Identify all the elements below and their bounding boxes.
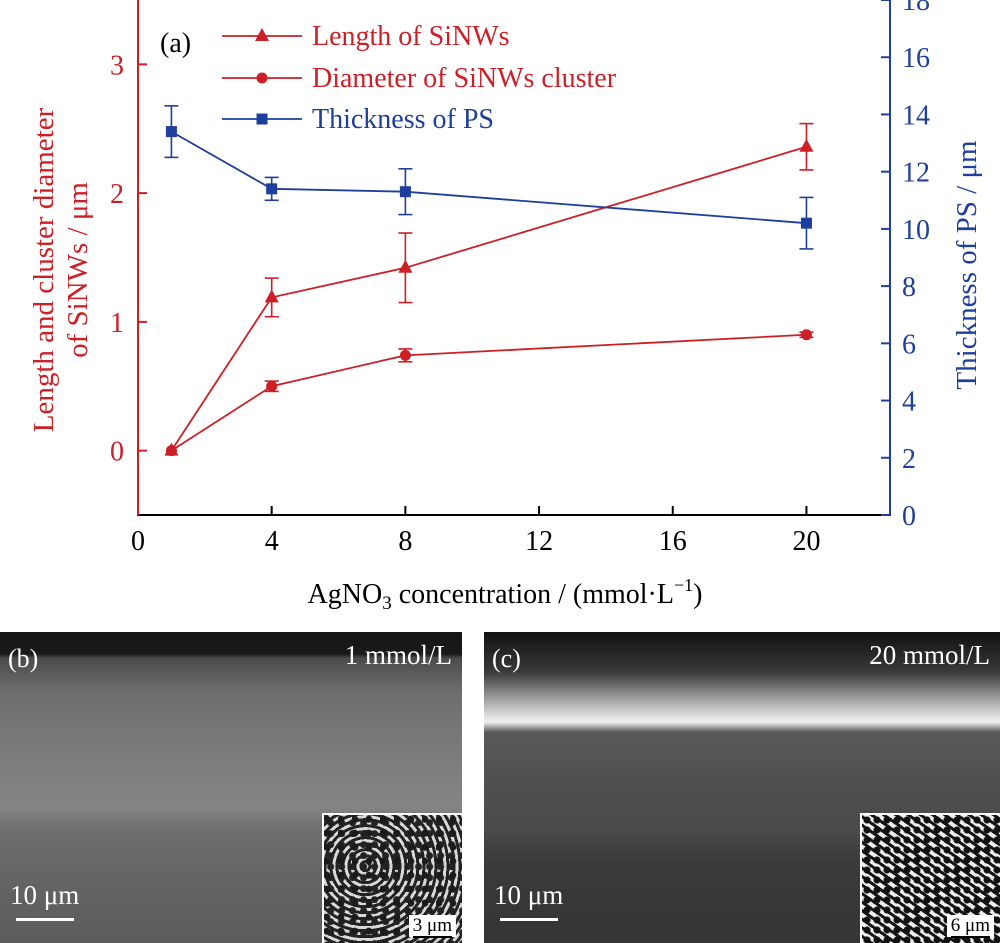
panel-b-concentration: 1 mmol/L [344, 640, 452, 670]
data-point-square [800, 217, 812, 229]
series-line [170, 333, 807, 452]
legend-label: Thickness of PS [312, 104, 494, 135]
y-left-tick-label: 3 [110, 50, 124, 81]
data-point-triangle [255, 28, 269, 41]
panel-c-scale-label: 10 μm [494, 880, 564, 910]
panel-b-inset-image: 3 μm [322, 813, 462, 943]
y-right-tick-label: 8 [902, 272, 916, 303]
y-left-axis-label: Length and cluster diameter of SiNWs / μ… [28, 107, 94, 432]
x-tick-label: 20 [792, 526, 820, 557]
y-left-tick-label: 1 [110, 308, 124, 339]
panel-c-inset-scale: 6 μm [946, 915, 994, 938]
x-axis-ticks: 0 4 8 12 16 20 [131, 506, 820, 557]
data-point-square [399, 186, 411, 198]
series-triangle [164, 122, 814, 456]
x-tick-label: 12 [525, 526, 553, 557]
data-point-triangle [398, 259, 413, 273]
y-right-tick-label: 16 [902, 43, 930, 74]
y-right-axis-label: Thickness of PS / μm [951, 140, 983, 390]
y-right-tick-label: 18 [902, 0, 930, 17]
data-point-circle [256, 72, 268, 84]
series-line [170, 130, 807, 225]
legend: Length of SiNWs Diameter of SiNWs cluster… [222, 21, 617, 135]
series-square [164, 105, 814, 250]
data-point-circle [399, 349, 411, 361]
y-right-tick-label: 2 [902, 444, 916, 475]
y-left-label-line1: Length and cluster diameter [28, 107, 60, 432]
y-right-tick-label: 12 [902, 158, 930, 189]
y-left-axis-ticks: 0 1 2 3 [110, 50, 147, 468]
data-point-square [256, 113, 268, 125]
y-left-tick-label: 0 [110, 437, 124, 468]
x-axis-label: AgNO3 concentration / (mmol·L−1) [308, 575, 703, 614]
y-right-tick-label: 0 [902, 501, 916, 532]
data-point-square [266, 183, 278, 195]
y-right-axis-ticks: 0 2 4 6 8 10 12 14 16 18 [881, 0, 930, 532]
data-point-square [165, 126, 177, 138]
x-tick-label: 16 [659, 526, 687, 557]
y-left-label-line2: of SiNWs / μm [62, 182, 94, 358]
y-right-tick-label: 6 [902, 329, 916, 360]
panel-label-c: (c) [492, 644, 521, 673]
y-right-tick-label: 4 [902, 387, 916, 418]
panel-c-concentration: 20 mmol/L [869, 640, 990, 670]
sem-panel-c: (c) 20 mmol/L 10 μm 6 μm [484, 632, 1000, 943]
series-layer [164, 105, 814, 457]
data-point-circle [800, 329, 812, 341]
panel-c-inset-image: 6 μm [860, 813, 1000, 943]
panel-label-b: (b) [8, 644, 39, 673]
data-point-circle [266, 380, 278, 392]
sem-panel-b: (b) 1 mmol/L 10 μm 3 μm [0, 632, 462, 943]
x-tick-label: 0 [131, 526, 145, 557]
legend-label: Length of SiNWs [312, 21, 510, 52]
y-right-tick-label: 14 [902, 100, 930, 131]
panel-b-inset-scale: 3 μm [408, 915, 456, 938]
y-left-tick-label: 2 [110, 179, 124, 210]
panel-c-scale-bar [500, 918, 558, 921]
data-point-triangle [264, 289, 279, 303]
x-tick-label: 8 [398, 526, 412, 557]
data-point-circle [165, 445, 177, 457]
x-tick-label: 4 [265, 526, 279, 557]
legend-label: Diameter of SiNWs cluster [312, 63, 617, 94]
panel-b-scale-bar [16, 918, 74, 921]
series-circle [165, 329, 814, 457]
y-right-tick-label: 10 [902, 215, 930, 246]
data-point-triangle [799, 138, 814, 152]
panel-label-a: (a) [160, 28, 191, 59]
panel-b-scale-label: 10 μm [10, 880, 80, 910]
